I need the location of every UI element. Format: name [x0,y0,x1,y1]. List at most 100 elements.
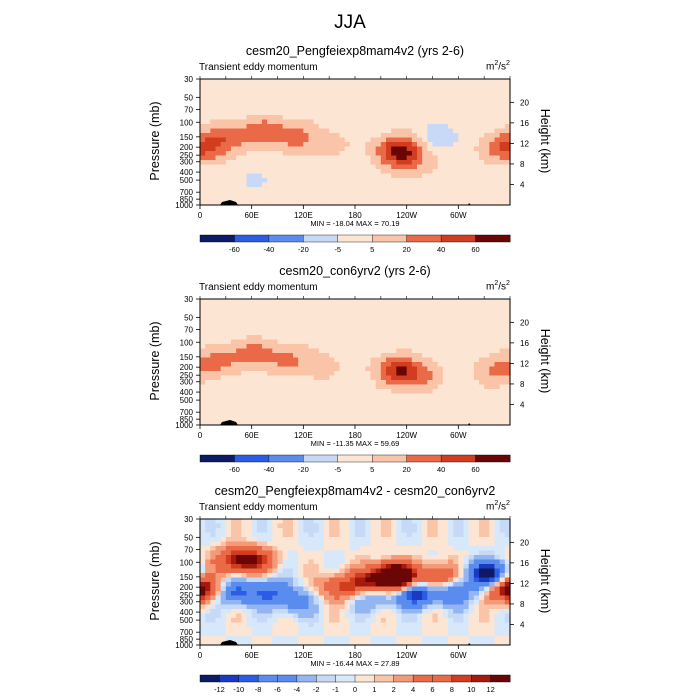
heatmap-cell [334,151,341,157]
heatmap-cell [406,618,413,624]
heatmap-cell [417,137,423,143]
heatmap-cell [339,622,346,628]
heatmap-cell [220,200,227,206]
heatmap-cell [499,550,506,556]
heatmap-cell [417,155,423,161]
heatmap-cell [401,357,408,363]
heatmap-cell [365,568,372,574]
heatmap-cell [427,573,434,579]
heatmap-cell [489,555,496,561]
heatmap-cell [225,627,232,633]
heatmap-cell [417,83,423,89]
heatmap-cell [473,110,480,116]
heatmap-cell [448,541,454,547]
heatmap-cell [220,299,227,305]
heatmap-cell [251,618,258,624]
heatmap-cell [272,196,279,202]
heatmap-cell [200,137,206,143]
heatmap-cell [210,375,217,381]
heatmap-cell [422,79,428,85]
heatmap-cell [262,79,268,85]
heatmap-cell [267,196,273,202]
heatmap-cell [246,402,253,408]
heatmap-cell [365,591,372,597]
heatmap-cell [448,79,454,85]
heatmap-cell [468,115,475,121]
heatmap-cell [463,200,470,206]
heatmap-cell [293,420,299,426]
heatmap-cell [200,303,206,309]
heatmap-cell [251,308,258,314]
heatmap-cell [401,187,408,193]
heatmap-cell [504,173,511,179]
heatmap-cell [293,146,299,152]
heatmap-cell [210,577,217,583]
heatmap-cell [499,398,506,404]
heatmap-cell [401,303,408,309]
heatmap-cell [453,299,459,305]
heatmap-cell [215,178,222,184]
heatmap-cell [355,160,361,166]
heatmap-cell [313,398,320,404]
heatmap-cell [220,532,227,538]
heatmap-cell [448,604,454,610]
heatmap-cell [458,618,465,624]
heatmap-cell [205,83,211,89]
heatmap-cell [411,142,418,148]
heatmap-cell [313,128,320,134]
heatmap-cell [225,321,232,327]
heatmap-cell [318,155,325,161]
heatmap-cell [448,97,454,103]
heatmap-cell [277,187,284,193]
heatmap-cell [220,600,227,606]
heatmap-cell [406,519,413,525]
heatmap-cell [375,546,382,552]
heatmap-cell [448,577,454,583]
heatmap-cell [437,106,444,112]
heatmap-cell [380,330,387,336]
heatmap-cell [225,546,232,552]
heatmap-cell [308,420,315,426]
heatmap-cell [417,124,423,130]
heatmap-cell [468,178,475,184]
heatmap-cell [484,591,490,597]
heatmap-cell [422,402,428,408]
heatmap-cell [499,393,506,399]
heatmap-cell [205,595,211,601]
heatmap-cell [463,384,470,390]
heatmap-cell [324,79,330,85]
heatmap-cell [448,582,454,588]
heatmap-cell [370,555,377,561]
colorbar-box [268,454,304,463]
heatmap-cell [210,564,217,570]
heatmap-cell [479,128,485,134]
heatmap-cell [329,335,335,341]
heatmap-cell [349,393,356,399]
heatmap-cell [463,83,470,89]
heatmap-cell [324,321,330,327]
heatmap-cell [499,330,506,336]
heatmap-cell [298,326,304,332]
heatmap-cell [287,577,294,583]
heatmap-cell [375,92,382,98]
heatmap-cell [504,420,511,426]
heatmap-cell [422,106,428,112]
heatmap-cell [391,344,397,350]
heatmap-cell [241,110,248,116]
heatmap-cell [391,573,397,579]
heatmap-cell [473,335,480,341]
heatmap-cell [370,600,377,606]
heatmap-cell [298,586,304,592]
heatmap-cell [499,146,506,152]
heatmap-cell [308,591,315,597]
heatmap-cell [432,537,439,543]
heatmap-cell [401,339,408,345]
heatmap-cell [215,389,222,395]
heatmap-cell [318,137,325,143]
heatmap-cell [484,357,490,363]
heatmap-cell [298,173,304,179]
heatmap-cell [468,97,475,103]
heatmap-cell [391,564,397,570]
heatmap-cell [349,119,356,125]
heatmap-cell [210,582,217,588]
